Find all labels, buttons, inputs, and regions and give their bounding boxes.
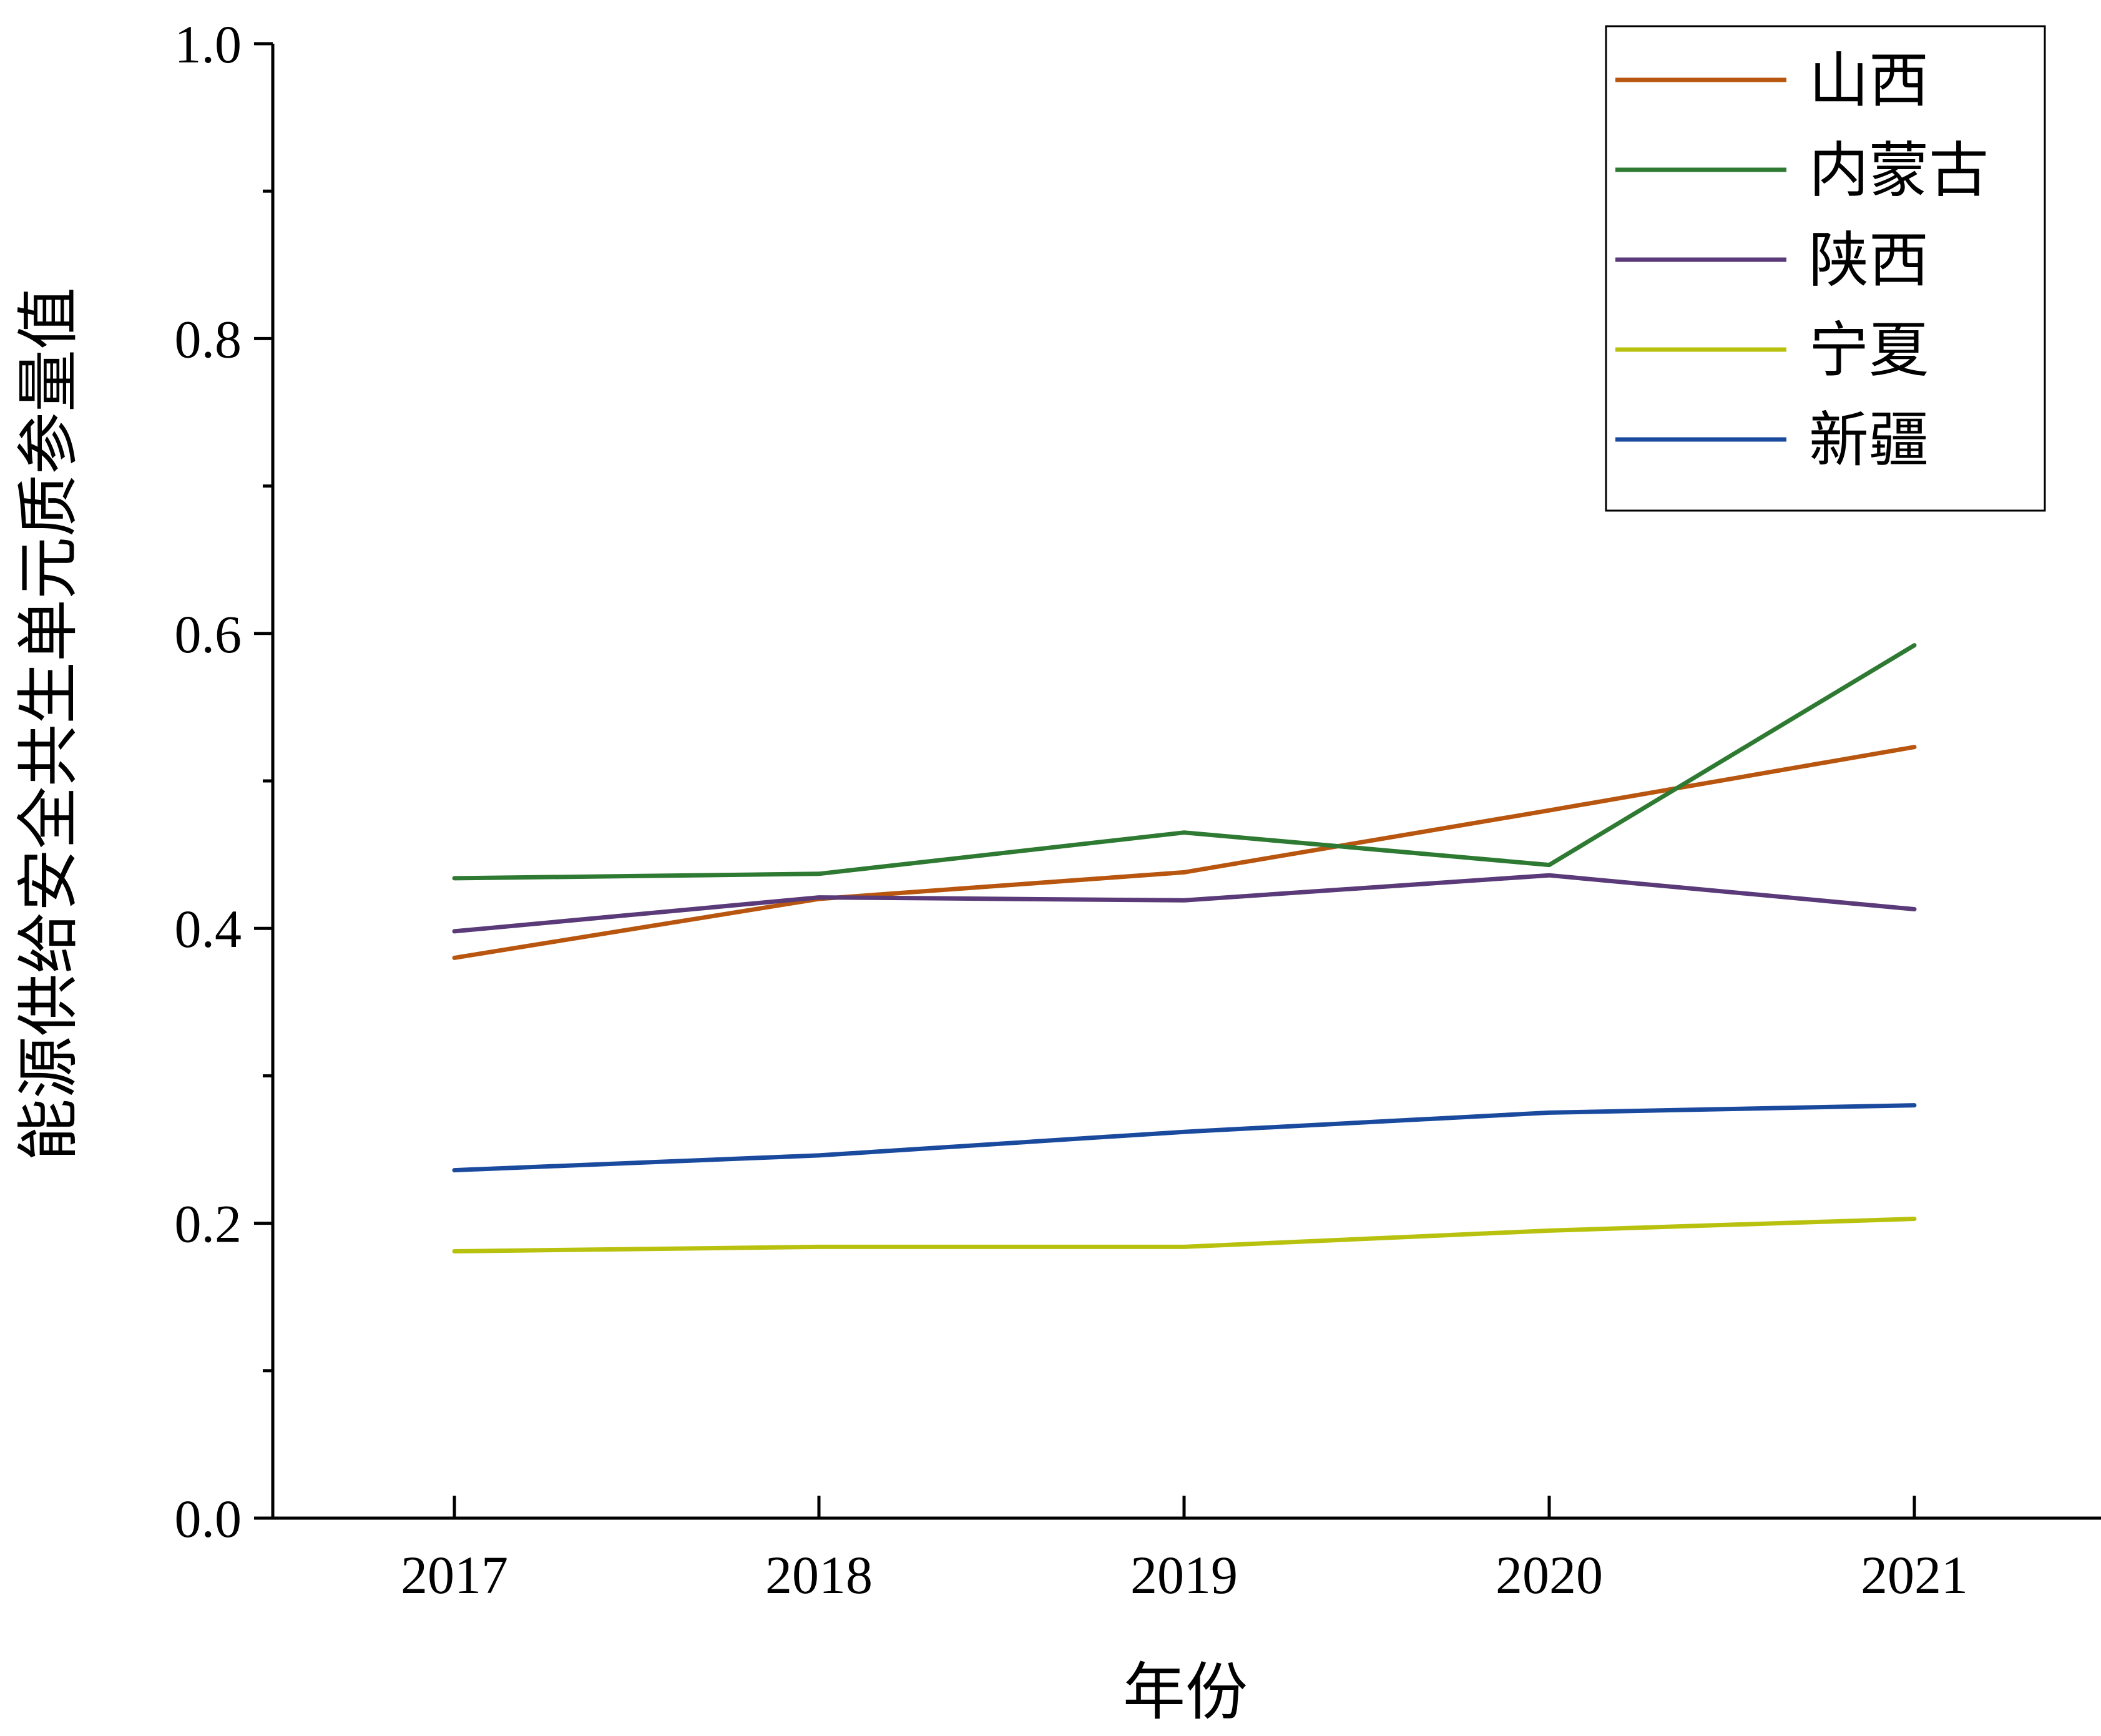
legend-label: 陕西 (1809, 225, 1929, 295)
ticks-layer: 0.0 0.2 0.4 0.6 0.8 1.0 2017 2018 2019 2020 2021 (175, 14, 1969, 1605)
y-tick-label: 0.6 (175, 604, 242, 664)
y-tick-label: 1.0 (175, 14, 242, 74)
x-tick-label: 2021 (1861, 1545, 1968, 1605)
x-tick-label: 2018 (765, 1545, 873, 1605)
y-tick-label: 0.4 (175, 899, 242, 959)
series-line-2 (452, 873, 1917, 934)
legend-label: 山西 (1809, 46, 1929, 115)
y-tick-label: 0.2 (175, 1194, 242, 1254)
legend-label: 内蒙古 (1809, 135, 1989, 205)
y-tick-label: 0.8 (175, 309, 242, 369)
y-tick-label: 0.0 (175, 1489, 242, 1549)
legend-label: 宁夏 (1809, 315, 1929, 385)
legend-label: 新疆 (1809, 405, 1929, 475)
x-axis-title: 年份 (1123, 1655, 1248, 1729)
series-line-3 (452, 1217, 1917, 1253)
y-axis-title: 能源供给安全共生单元质参量值 (12, 287, 85, 1161)
series-line-4 (452, 1103, 1917, 1173)
x-tick-label: 2017 (401, 1545, 508, 1605)
series-line-1 (452, 643, 1917, 881)
legend-box (1605, 25, 2046, 512)
series-layer (452, 643, 1917, 1253)
x-tick-label: 2020 (1496, 1545, 1603, 1605)
x-tick-label: 2019 (1130, 1545, 1238, 1605)
